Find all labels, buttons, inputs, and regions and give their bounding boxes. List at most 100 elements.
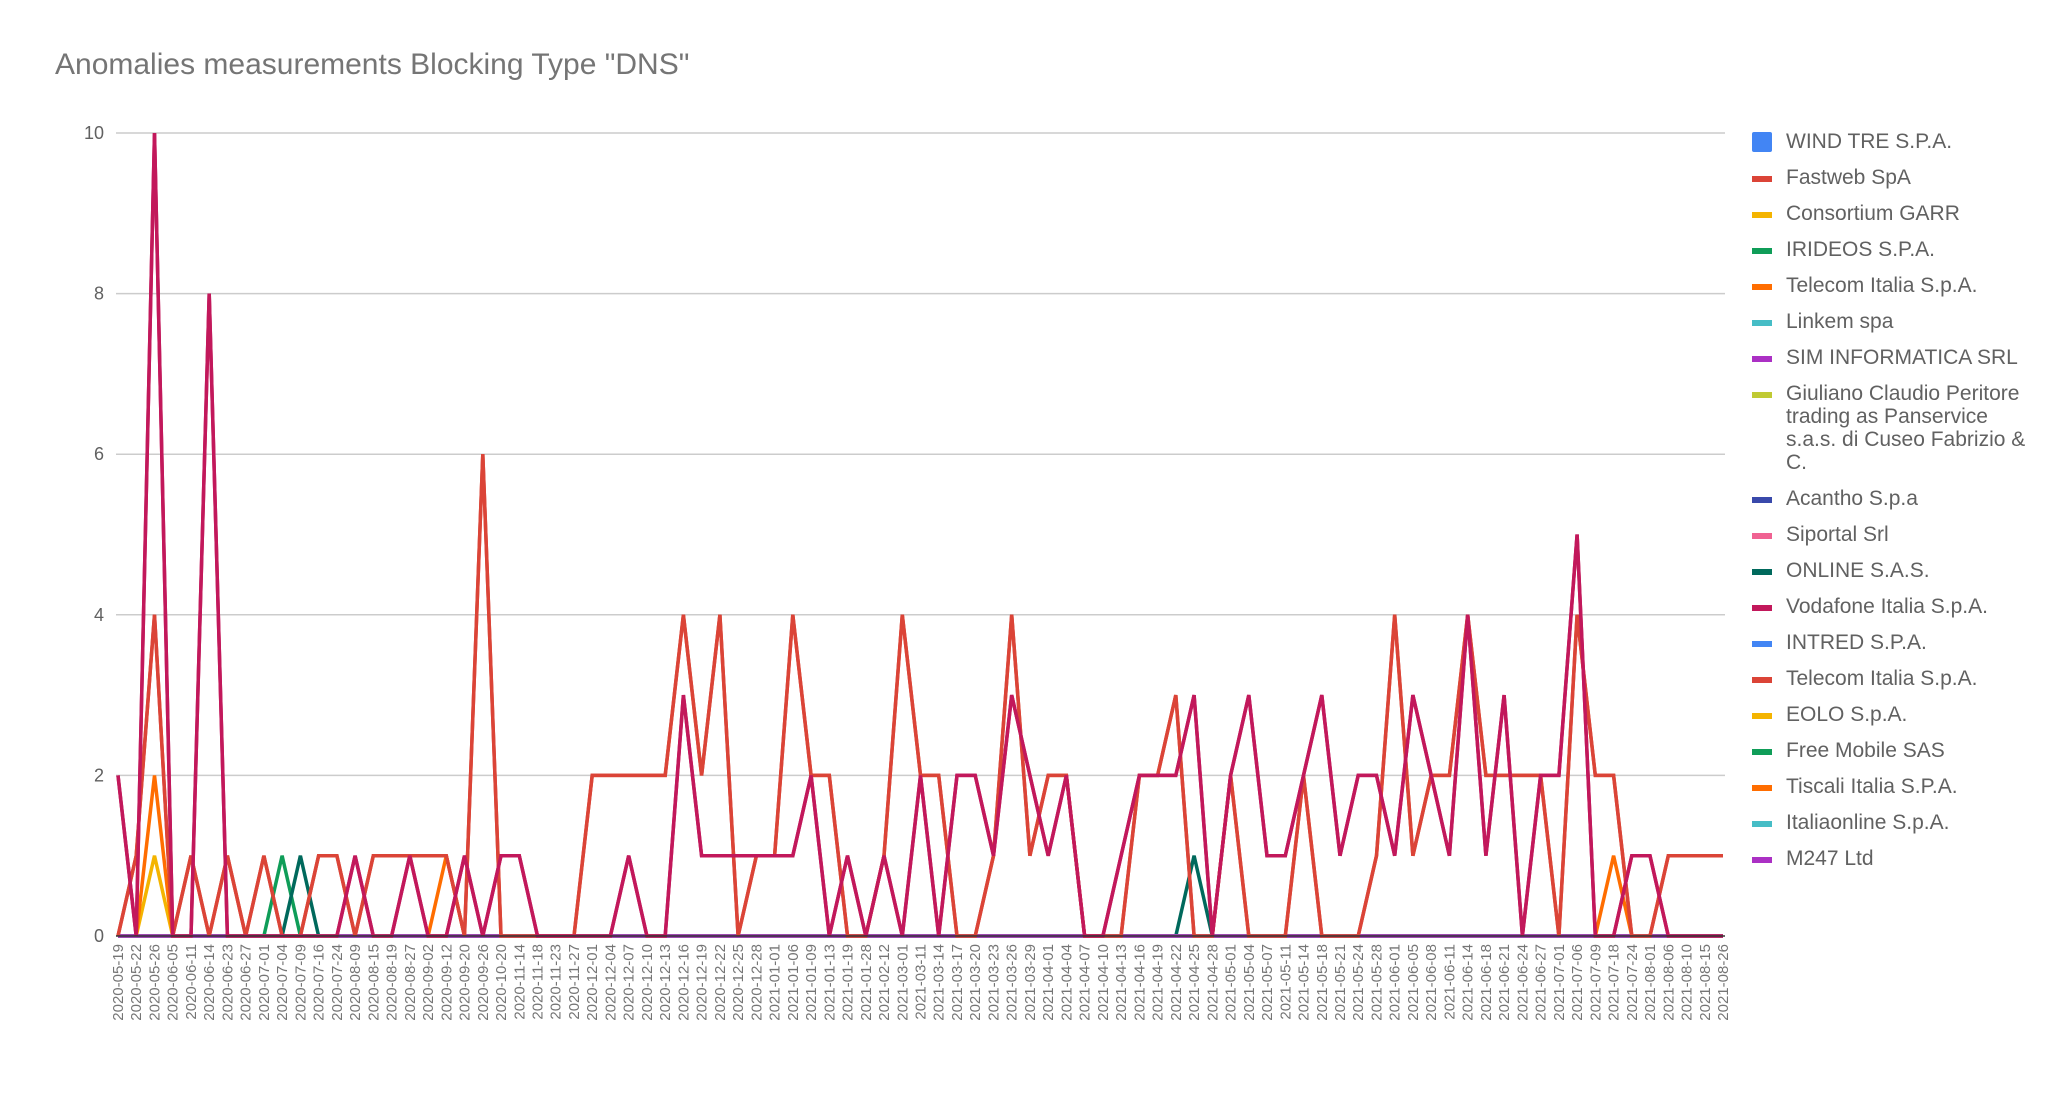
y-tick-label: 10 bbox=[84, 123, 104, 143]
x-tick-label: 2021-06-05 bbox=[1405, 944, 1422, 1021]
y-tick-label: 0 bbox=[94, 926, 104, 946]
legend-label: Telecom Italia S.p.A. bbox=[1786, 667, 1978, 690]
legend-label: ONLINE S.A.S. bbox=[1786, 559, 1930, 582]
legend-label: Giuliano Claudio Peritore trading as Pan… bbox=[1786, 382, 2026, 474]
x-tick-label: 2021-06-08 bbox=[1423, 944, 1440, 1021]
x-tick-label: 2021-08-26 bbox=[1715, 944, 1732, 1021]
legend-item[interactable]: Tiscali Italia S.P.A. bbox=[1752, 775, 2048, 798]
legend-marker bbox=[1752, 533, 1772, 539]
legend-item[interactable]: M247 Ltd bbox=[1752, 847, 2048, 870]
legend-item[interactable]: Fastweb SpA bbox=[1752, 166, 2048, 189]
x-tick-label: 2021-06-11 bbox=[1441, 944, 1458, 1020]
x-tick-label: 2021-04-01 bbox=[1040, 944, 1057, 1021]
legend-item[interactable]: Siportal Srl bbox=[1752, 523, 2048, 546]
legend-item[interactable]: Italiaonline S.p.A. bbox=[1752, 811, 2048, 834]
legend-marker bbox=[1752, 212, 1772, 218]
legend-item[interactable]: Vodafone Italia S.p.A. bbox=[1752, 595, 2048, 618]
x-tick-label: 2020-07-24 bbox=[329, 944, 346, 1021]
legend-marker bbox=[1752, 713, 1772, 719]
legend-item[interactable]: EOLO S.p.A. bbox=[1752, 703, 2048, 726]
legend-item[interactable]: Telecom Italia S.p.A. bbox=[1752, 667, 2048, 690]
legend-label: Free Mobile SAS bbox=[1786, 739, 1945, 762]
legend-marker bbox=[1752, 677, 1772, 683]
y-tick-label: 4 bbox=[94, 605, 104, 625]
x-tick-label: 2020-09-02 bbox=[420, 944, 437, 1021]
x-tick-label: 2021-04-16 bbox=[1131, 944, 1148, 1021]
x-tick-label: 2020-05-22 bbox=[128, 944, 145, 1021]
legend-marker bbox=[1752, 857, 1772, 863]
x-tick-label: 2021-01-19 bbox=[840, 944, 857, 1021]
legend-label: Acantho S.p.a bbox=[1786, 487, 1918, 510]
x-tick-label: 2021-08-01 bbox=[1642, 944, 1659, 1021]
x-tick-label: 2021-05-24 bbox=[1350, 944, 1367, 1021]
x-tick-label: 2021-05-04 bbox=[1241, 944, 1258, 1021]
x-tick-label: 2020-12-25 bbox=[730, 944, 747, 1021]
legend-marker bbox=[1752, 641, 1772, 647]
legend-item[interactable]: Consortium GARR bbox=[1752, 202, 2048, 225]
legend-label: WIND TRE S.P.A. bbox=[1786, 130, 1953, 153]
x-tick-label: 2020-12-13 bbox=[657, 944, 674, 1021]
x-tick-label: 2021-05-07 bbox=[1259, 944, 1276, 1021]
x-tick-label: 2021-03-29 bbox=[1022, 944, 1039, 1021]
x-tick-label: 2021-06-27 bbox=[1533, 944, 1550, 1021]
x-tick-label: 2020-12-22 bbox=[712, 944, 729, 1021]
x-tick-label: 2021-01-01 bbox=[767, 944, 784, 1021]
x-tick-label: 2021-07-01 bbox=[1551, 944, 1568, 1021]
legend-marker bbox=[1752, 392, 1772, 398]
x-tick-label: 2021-05-14 bbox=[1296, 944, 1313, 1021]
x-tick-label: 2020-07-04 bbox=[274, 944, 291, 1021]
legend-item[interactable]: Free Mobile SAS bbox=[1752, 739, 2048, 762]
x-tick-label: 2020-07-16 bbox=[311, 944, 328, 1021]
legend-item[interactable]: WIND TRE S.P.A. bbox=[1752, 130, 2048, 153]
x-tick-label: 2021-03-11 bbox=[913, 944, 930, 1020]
legend-item[interactable]: Telecom Italia S.p.A. bbox=[1752, 274, 2048, 297]
x-tick-label: 2021-01-28 bbox=[858, 944, 875, 1021]
legend-marker bbox=[1752, 320, 1772, 326]
legend-marker bbox=[1752, 356, 1772, 362]
legend-marker bbox=[1752, 569, 1772, 575]
x-tick-label: 2020-07-09 bbox=[292, 944, 309, 1021]
y-tick-label: 8 bbox=[94, 284, 104, 304]
x-tick-label: 2021-04-10 bbox=[1095, 944, 1112, 1021]
legend-label: Fastweb SpA bbox=[1786, 166, 1911, 189]
x-tick-label: 2020-06-23 bbox=[219, 944, 236, 1021]
legend-marker bbox=[1752, 248, 1772, 254]
x-tick-label: 2020-11-18 bbox=[529, 944, 546, 1020]
legend-marker bbox=[1752, 284, 1772, 290]
x-tick-label: 2021-08-06 bbox=[1660, 944, 1677, 1021]
x-tick-label: 2021-03-14 bbox=[931, 944, 948, 1021]
legend-item[interactable]: INTRED S.P.A. bbox=[1752, 631, 2048, 654]
legend-marker bbox=[1752, 821, 1772, 827]
legend-marker bbox=[1752, 132, 1772, 152]
x-tick-label: 2020-12-16 bbox=[675, 944, 692, 1021]
x-tick-label: 2020-08-09 bbox=[347, 944, 364, 1021]
legend-label: EOLO S.p.A. bbox=[1786, 703, 1908, 726]
x-tick-label: 2021-05-28 bbox=[1368, 944, 1385, 1021]
x-tick-label: 2021-06-14 bbox=[1460, 944, 1477, 1021]
x-tick-label: 2021-03-20 bbox=[967, 944, 984, 1021]
legend-item[interactable]: Acantho S.p.a bbox=[1752, 487, 2048, 510]
legend-label: Italiaonline S.p.A. bbox=[1786, 811, 1950, 834]
legend-item[interactable]: SIM INFORMATICA SRL bbox=[1752, 346, 2048, 369]
x-tick-label: 2020-08-15 bbox=[365, 944, 382, 1021]
x-tick-label: 2021-06-21 bbox=[1496, 944, 1513, 1021]
x-tick-label: 2020-09-12 bbox=[438, 944, 455, 1021]
x-tick-label: 2021-07-09 bbox=[1587, 944, 1604, 1021]
x-tick-label: 2020-11-27 bbox=[566, 944, 583, 1020]
x-tick-label: 2021-04-13 bbox=[1113, 944, 1130, 1021]
legend-item[interactable]: IRIDEOS S.P.A. bbox=[1752, 238, 2048, 261]
x-tick-label: 2020-08-27 bbox=[402, 944, 419, 1021]
x-tick-label: 2021-08-10 bbox=[1679, 944, 1696, 1021]
legend-marker bbox=[1752, 605, 1772, 611]
x-tick-label: 2020-06-27 bbox=[238, 944, 255, 1021]
x-tick-label: 2021-04-19 bbox=[1150, 944, 1167, 1021]
x-tick-label: 2021-05-11 bbox=[1277, 944, 1294, 1020]
y-tick-label: 2 bbox=[94, 765, 104, 785]
x-tick-label: 2020-12-19 bbox=[694, 944, 711, 1021]
legend-item[interactable]: Giuliano Claudio Peritore trading as Pan… bbox=[1752, 382, 2048, 474]
legend-item[interactable]: ONLINE S.A.S. bbox=[1752, 559, 2048, 582]
series-line-telecom-italia-s-p-a- bbox=[116, 454, 1723, 938]
x-tick-label: 2020-12-10 bbox=[639, 944, 656, 1021]
legend-item[interactable]: Linkem spa bbox=[1752, 310, 2048, 333]
legend-label: M247 Ltd bbox=[1786, 847, 1874, 870]
